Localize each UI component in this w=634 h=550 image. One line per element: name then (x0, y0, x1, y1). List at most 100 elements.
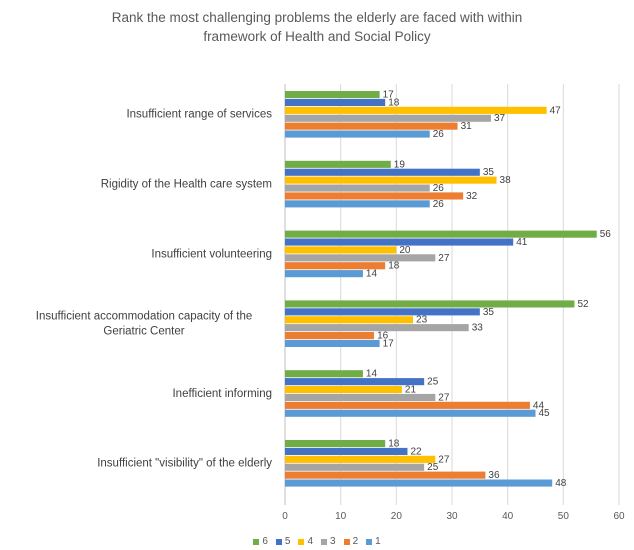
bar (285, 386, 402, 394)
legend-item: 4 (298, 536, 313, 547)
data-label: 18 (388, 261, 400, 272)
data-label: 45 (539, 408, 551, 419)
data-label: 25 (427, 462, 439, 473)
bar (285, 393, 436, 401)
bar (285, 160, 391, 168)
category-label: Insufficient "visibility" of the elderly (97, 458, 272, 470)
bar (285, 200, 430, 208)
data-label: 35 (483, 307, 495, 318)
legend-swatch (253, 538, 260, 545)
category-label: Insufficient volunteering (151, 248, 272, 260)
bar (285, 168, 480, 176)
x-tick-label: 30 (446, 511, 458, 522)
legend-item: 3 (321, 536, 336, 547)
legend-swatch (321, 538, 327, 545)
bar (285, 184, 430, 192)
bar (285, 130, 430, 138)
data-label: 33 (472, 323, 484, 334)
bar (285, 106, 547, 114)
x-tick-label: 0 (282, 511, 288, 522)
data-label: 38 (500, 175, 512, 186)
legend-label: 2 (352, 536, 359, 547)
data-label: 27 (438, 392, 450, 403)
bar (285, 447, 408, 455)
bar (285, 254, 436, 262)
category-label: Inefficient informing (172, 388, 272, 400)
x-tick-label: 60 (613, 511, 625, 522)
bar (285, 409, 536, 417)
data-label: 23 (416, 315, 428, 326)
bar (285, 440, 386, 448)
bar (285, 176, 497, 184)
data-label: 31 (461, 121, 473, 132)
bar (285, 91, 380, 99)
bar (285, 463, 425, 471)
category-label: Geriatric Center (103, 326, 184, 338)
data-label: 25 (427, 377, 439, 388)
bar (285, 238, 514, 246)
data-label: 18 (388, 97, 400, 108)
bar (285, 262, 386, 270)
bar (285, 332, 375, 340)
data-label: 27 (438, 253, 450, 264)
data-label: 19 (394, 159, 406, 170)
data-label: 36 (488, 470, 500, 481)
data-label: 14 (366, 369, 378, 380)
legend-swatch (366, 538, 373, 545)
bar (285, 230, 597, 238)
bar (285, 308, 480, 316)
data-label: 32 (466, 191, 478, 202)
data-label: 21 (405, 384, 417, 395)
chart-title-line-2: framework of Health and Social Policy (203, 29, 431, 44)
data-label: 44 (533, 400, 545, 411)
data-label: 16 (377, 330, 389, 341)
bar (285, 471, 486, 479)
category-label: Rigidity of the Health care system (101, 179, 272, 191)
bar (285, 98, 386, 106)
bar (285, 122, 458, 130)
data-label: 26 (433, 199, 445, 210)
chart-legend: 6 5 4 3 2 1 (0, 536, 634, 547)
bar (285, 192, 464, 200)
chart-title: Rank the most challenging problems the e… (0, 8, 634, 46)
data-label: 48 (555, 478, 567, 489)
data-label: 27 (438, 454, 450, 465)
bar (285, 324, 469, 332)
bar (285, 479, 553, 487)
legend-swatch (343, 538, 350, 545)
data-label: 22 (410, 446, 422, 457)
legend-item: 2 (343, 536, 359, 547)
x-tick-label: 10 (335, 511, 347, 522)
data-label: 26 (433, 129, 445, 140)
data-label: 17 (383, 89, 395, 100)
bar (285, 246, 397, 254)
bar (285, 455, 436, 463)
data-label: 37 (494, 113, 506, 124)
category-label: Insufficient range of services (126, 109, 272, 121)
data-label: 17 (383, 338, 395, 349)
data-label: 14 (366, 269, 378, 280)
legend-swatch (298, 538, 305, 545)
legend-item: 5 (275, 536, 290, 547)
legend-label: 3 (330, 536, 336, 547)
data-label: 26 (433, 183, 445, 194)
legend-label: 4 (307, 536, 313, 547)
x-tick-label: 50 (558, 511, 570, 522)
data-label: 35 (483, 167, 495, 178)
bar (285, 316, 414, 324)
data-label: 47 (550, 105, 562, 116)
data-label: 18 (388, 438, 400, 449)
data-label: 41 (516, 237, 528, 248)
data-label: 20 (399, 245, 411, 256)
bar (285, 378, 425, 386)
legend-label: 1 (375, 536, 381, 547)
x-tick-label: 40 (502, 511, 514, 522)
category-label: Insufficient accommodation capacity of t… (36, 311, 253, 323)
bar (285, 370, 363, 378)
x-tick-label: 20 (391, 511, 403, 522)
legend-swatch (275, 538, 282, 545)
bar (285, 339, 380, 347)
legend-label: 6 (262, 536, 268, 547)
